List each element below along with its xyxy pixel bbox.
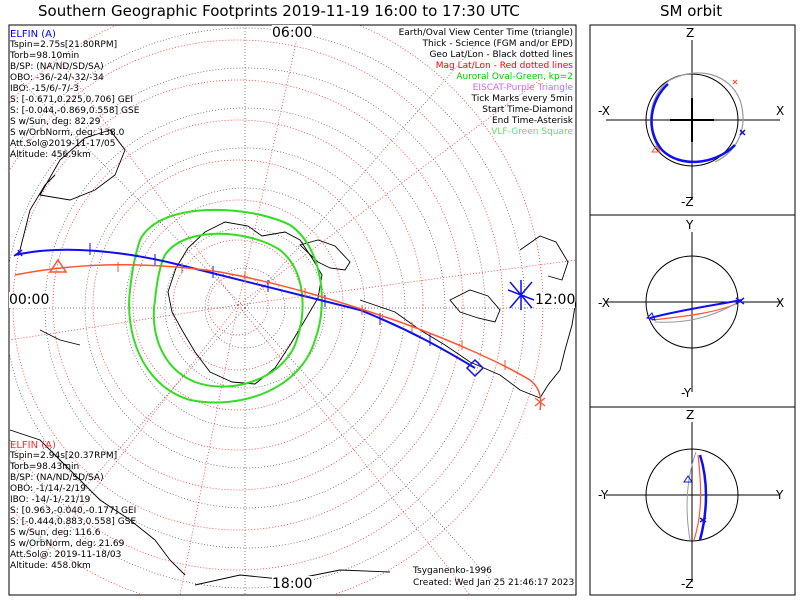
- plot-title: Southern Geographic Footprints 2019-11-1…: [38, 2, 520, 20]
- elfin-b-center-triangle: [48, 258, 68, 273]
- elfin-a-start-diamond: [465, 358, 485, 378]
- elfin-a-track: [14, 248, 476, 369]
- info-line: B/SP: (NA/ND/SD/SA): [10, 62, 104, 72]
- auroral-oval-outer: [128, 208, 323, 404]
- elfin-b-ticks: [117, 262, 506, 370]
- view-center-star: [507, 280, 535, 310]
- info-line: Altitude: 458.0km: [10, 561, 91, 571]
- geo-grid: [9, 25, 576, 595]
- legend-item: Earth/Oval View Center Time (triangle): [398, 28, 573, 38]
- legend-item: End Time-Asterisk: [491, 116, 573, 126]
- info-line: Torb=98.10min: [10, 51, 80, 61]
- panel3-bottom-label: -Z: [681, 577, 694, 591]
- elfin-a-name: ELFIN (A): [10, 29, 56, 40]
- orbit-panel-xy: [606, 232, 780, 392]
- info-line: S w/OrbNorm, deg: 21.69: [10, 539, 125, 549]
- info-line: S: [-0.044,-0.869,0.558] GSE: [10, 106, 140, 116]
- panel2-right-label: X: [776, 296, 785, 310]
- info-line: IBO: -15/6/-7/-3: [10, 84, 79, 94]
- panel1-bottom-label: -Z: [681, 195, 694, 209]
- elfin-a-end-asterisk: [13, 249, 23, 257]
- legend-item: Mag Lat/Lon - Red dotted lines: [435, 61, 573, 71]
- legend-item: Auroral Oval-Green, kp=2: [456, 72, 573, 82]
- info-line: Att.Sol@2019-11-17/05: [10, 139, 116, 149]
- legend-item: Thick - Science (FGM and/or EPD): [422, 39, 573, 49]
- legend-item: Tick Marks every 5min: [471, 94, 573, 104]
- elfin-a-ticks: [89, 243, 431, 346]
- panel3-left-label: -Y: [598, 488, 609, 502]
- info-line: Tspin=2.75s[21.80RPM]: [10, 40, 118, 50]
- info-line: S w/Sun, deg: 116.6: [10, 528, 101, 538]
- panel1-top-label: Z: [686, 26, 695, 40]
- time-label-left: 00:00: [9, 292, 50, 308]
- info-line: IBO: -14/-1/-21/19: [10, 495, 91, 505]
- credit-author: Tsyganenko-1996: [413, 566, 492, 576]
- info-line: Att.Sol@: 2019-11-18/03: [10, 550, 122, 560]
- orbit-panel-yz: [606, 422, 780, 582]
- panel3-right-label: Y: [776, 488, 784, 502]
- elfin-b-name: ELFIN (A): [10, 440, 56, 451]
- info-line: S: [-0.671,0.225,0.706] GEI: [10, 95, 134, 105]
- panel3-top-label: Z: [686, 408, 695, 422]
- elfin-b-end-asterisk: [534, 397, 546, 407]
- auroral-oval-inner: [152, 232, 304, 388]
- info-line: Altitude: 456.9km: [10, 150, 91, 160]
- legend-item: Start Time-Diamond: [482, 105, 573, 115]
- info-line: OBO: -36/-24/-32/-34: [10, 73, 104, 83]
- info-line: S: [0.963,-0.040,-0.177] GEI: [10, 506, 137, 516]
- info-line: S: [-0.444,0.883,0.558] GSE: [10, 517, 137, 527]
- time-label-top: 06:00: [272, 25, 313, 41]
- legend-item: VLF-Green Square: [491, 127, 573, 137]
- info-line: Tspin=2.94s[20.37RPM]: [10, 451, 118, 461]
- legend: Earth/Oval View Center Time (triangle) T…: [399, 28, 573, 138]
- elfin-b-track: [14, 264, 542, 411]
- info-line: S w/Sun, deg: 82.29: [10, 117, 101, 127]
- orbit-panel-xz: [606, 40, 780, 200]
- info-line: B/SP: (NA/ND/SD/SA): [10, 473, 104, 483]
- panel1-left-label: -X: [598, 104, 610, 118]
- credit-created: Created: Wed Jan 25 21:46:17 2023: [413, 578, 575, 588]
- time-label-right: 12:00: [535, 292, 576, 308]
- orbit-panel-yz-frame: [589, 406, 796, 596]
- panel2-bottom-label: -Y: [681, 386, 692, 400]
- orbit-title: SM orbit: [660, 2, 723, 20]
- legend-item: EISCAT-Purple Triangle: [472, 83, 573, 93]
- panel2-left-label: -X: [598, 296, 610, 310]
- legend-item: Geo Lat/Lon - Black dotted lines: [429, 50, 573, 60]
- time-label-bottom: 18:00: [272, 576, 313, 592]
- panel1-right-label: X: [776, 104, 785, 118]
- elfin-b-info: ELFIN (A) Tspin=2.94s[20.37RPM] Torb=98.…: [10, 440, 136, 572]
- info-line: S w/OrbNorm, deg: 138.0: [10, 128, 125, 138]
- info-line: OBO: -1/14/-2/19: [10, 484, 86, 494]
- elfin-a-info: ELFIN (A) Tspin=2.75s[21.80RPM] Torb=98.…: [10, 29, 139, 161]
- info-line: Torb=98.43min: [10, 462, 80, 472]
- panel2-top-label: Y: [686, 218, 694, 232]
